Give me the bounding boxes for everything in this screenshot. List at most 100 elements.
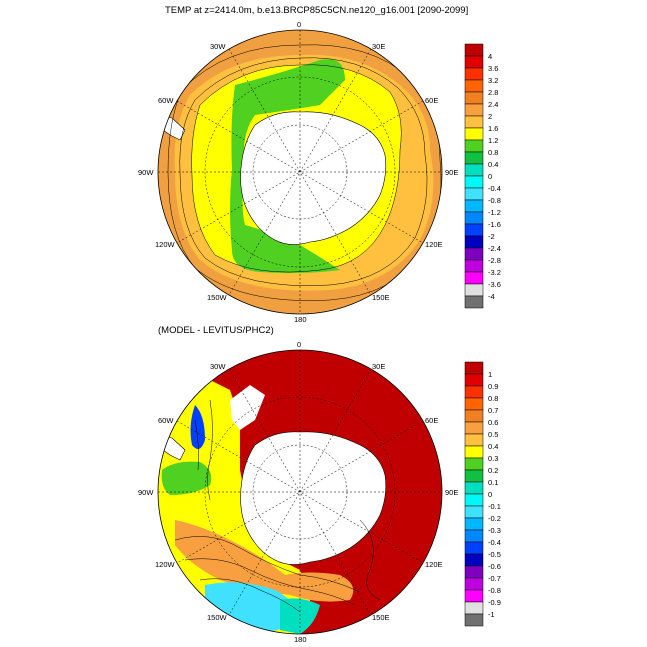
bottom-lon-90e: 90E (445, 488, 458, 497)
colorbar-box (464, 211, 484, 225)
bottom-lon-60e: 60E (425, 416, 438, 425)
top-lon-30e: 30E (372, 42, 385, 51)
top-lon-120e: 120E (425, 240, 443, 249)
colorbar-box (464, 445, 484, 459)
colorbar-label: -3.6 (488, 280, 501, 289)
colorbar-label: 2.4 (488, 100, 498, 109)
bottom-panel-title: (MODEL - LEVITUS/PHC2) (158, 325, 274, 336)
colorbar-label: -0.8 (488, 586, 501, 595)
colorbar-label: 1 (488, 370, 492, 379)
colorbar-box (464, 361, 484, 375)
top-lon-90w: 90W (138, 168, 154, 177)
top-lon-labels: 0 30E 60E 90E 120E 150E 180 150W 120W 90… (138, 20, 458, 324)
colorbar-box (464, 199, 484, 213)
colorbar-box (464, 139, 484, 153)
bottom-map (158, 350, 442, 634)
colorbar-box (464, 613, 484, 627)
colorbar-label: -0.4 (488, 538, 501, 547)
colorbar-box (464, 187, 484, 201)
colorbar-label: 0.8 (488, 394, 498, 403)
colorbar-label: 0.1 (488, 478, 498, 487)
colorbar-label: -3.2 (488, 268, 501, 277)
colorbar-label: 0.2 (488, 466, 498, 475)
bottom-lon-30e: 30E (372, 362, 385, 371)
bottom-ocean-blue (190, 405, 205, 449)
top-ocean-green (230, 59, 345, 274)
bottom-map-border (157, 349, 443, 635)
top-map-border (157, 29, 443, 315)
colorbar-box (464, 115, 484, 129)
colorbar-box (464, 529, 484, 543)
colorbar-box (464, 175, 484, 189)
colorbar-label: -0.9 (488, 598, 501, 607)
colorbar-label: -0.3 (488, 526, 501, 535)
colorbar-box (464, 283, 484, 297)
colorbar-label: -0.8 (488, 196, 501, 205)
colorbar-box (464, 235, 484, 249)
colorbar-box (464, 541, 484, 555)
colorbar-box (464, 493, 484, 507)
colorbar-box (464, 295, 484, 309)
top-lon-90e: 90E (445, 168, 458, 177)
bottom-contours (174, 399, 381, 613)
colorbar-label: -0.5 (488, 550, 501, 559)
colorbar-label: 1.6 (488, 124, 498, 133)
colorbar-label: 0.6 (488, 418, 498, 427)
colorbar-label: 0.3 (488, 454, 498, 463)
bottom-lon-30w: 30W (210, 362, 226, 371)
colorbar-box (464, 91, 484, 105)
colorbar-label: -0.7 (488, 574, 501, 583)
colorbar-label: -1.2 (488, 208, 501, 217)
colorbar-label: 0 (488, 490, 492, 499)
colorbar-box (464, 247, 484, 261)
top-lon-150e: 150E (372, 293, 390, 302)
colorbar-label: -4 (488, 292, 495, 301)
colorbar-box (464, 589, 484, 603)
bottom-lon-0: 0 (297, 340, 301, 349)
colorbar-label: 0.4 (488, 442, 498, 451)
colorbar-label: -2.4 (488, 244, 501, 253)
colorbar-box (464, 517, 484, 531)
colorbar-box (464, 505, 484, 519)
colorbar-box (464, 409, 484, 423)
colorbar-box (464, 79, 484, 93)
top-lon-120w: 120W (155, 240, 176, 249)
colorbar-label: 2.8 (488, 88, 498, 97)
colorbar-label: 0.4 (488, 160, 498, 169)
colorbar-label: -0.1 (488, 502, 501, 511)
top-graticule (158, 30, 442, 314)
colorbar-box (464, 67, 484, 81)
colorbar-box (464, 433, 484, 447)
colorbar-box (464, 469, 484, 483)
colorbar-label: 1.2 (488, 136, 498, 145)
colorbar-box (464, 481, 484, 495)
colorbar-box (464, 421, 484, 435)
bottom-lon-90w: 90W (138, 488, 154, 497)
top-panel-title: TEMP at z=2414.0m, b.e13.BRCP85C5CN.ne12… (165, 5, 468, 16)
bottom-panel: (MODEL - LEVITUS/PHC2) (138, 325, 501, 644)
colorbar-box (464, 259, 484, 273)
colorbar-label: -0.6 (488, 562, 501, 571)
top-colorbar: 4 3.6 3.2 2.8 2.4 2 1.6 1.2 0.8 0.4 0 -0.4 -0.8 -1.2 -… (464, 43, 501, 309)
colorbar-label: -0.4 (488, 184, 501, 193)
bottom-graticule (158, 350, 442, 634)
bottom-ocean-teal (280, 598, 320, 634)
bottom-land-north (230, 385, 265, 430)
colorbar-label: -1 (488, 610, 495, 619)
colorbar-box (464, 457, 484, 471)
top-lon-0: 0 (297, 20, 301, 29)
colorbar-box (464, 565, 484, 579)
colorbar-label: -0.2 (488, 514, 501, 523)
colorbar-box (464, 43, 484, 57)
top-lon-150w: 150W (207, 293, 228, 302)
colorbar-box (464, 163, 484, 177)
top-panel: TEMP at z=2414.0m, b.e13.BRCP85C5CN.ne12… (138, 5, 501, 324)
colorbar-label: 3.2 (488, 76, 498, 85)
colorbar-box (464, 601, 484, 615)
bottom-lon-150w: 150W (207, 613, 228, 622)
colorbar-label: 0 (488, 172, 492, 181)
colorbar-label: -2 (488, 232, 495, 241)
colorbar-label: 2 (488, 112, 492, 121)
colorbar-box (464, 373, 484, 387)
